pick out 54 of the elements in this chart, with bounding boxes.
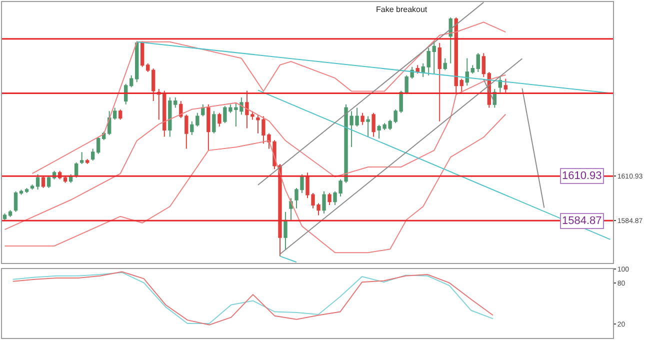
candlestick xyxy=(212,110,216,134)
candlestick xyxy=(476,52,480,72)
candlestick xyxy=(162,90,166,138)
candlestick xyxy=(184,114,188,150)
candlestick xyxy=(96,136,100,154)
candlestick xyxy=(2,213,7,221)
candlestick xyxy=(443,58,447,71)
candlestick xyxy=(135,40,139,83)
candlestick xyxy=(460,78,464,93)
candlestick xyxy=(80,152,84,165)
candlestick xyxy=(218,112,222,128)
candlestick xyxy=(174,97,178,108)
candlestick xyxy=(366,116,370,138)
candlestick xyxy=(432,40,436,74)
candlestick xyxy=(36,174,40,190)
candlestick xyxy=(504,78,508,93)
candlestick xyxy=(470,64,474,74)
candlestick xyxy=(448,16,452,64)
candlestick xyxy=(328,192,332,206)
candlestick xyxy=(146,62,150,72)
candlestick xyxy=(152,68,156,102)
candlestick xyxy=(360,112,364,126)
candlestick xyxy=(14,190,18,212)
candlestick xyxy=(416,64,420,74)
candlestick xyxy=(179,100,183,118)
candlestick xyxy=(63,176,68,184)
candlestick xyxy=(19,189,24,196)
candlestick xyxy=(140,40,144,68)
candlestick xyxy=(112,107,117,120)
line-series xyxy=(32,22,506,174)
candlestick xyxy=(90,148,95,162)
line-series xyxy=(4,114,506,254)
candlestick xyxy=(206,104,210,151)
candlestick xyxy=(372,112,376,138)
candlestick xyxy=(130,74,134,88)
candlestick xyxy=(322,190,326,214)
candlestick xyxy=(85,158,90,165)
candlestick xyxy=(201,104,205,117)
candlestick xyxy=(168,97,172,138)
candlestick xyxy=(41,176,46,188)
candlestick xyxy=(421,62,425,78)
candlestick xyxy=(465,58,469,86)
candlestick xyxy=(8,210,12,218)
candlestick xyxy=(438,42,442,122)
candlestick xyxy=(24,187,29,194)
candlestick xyxy=(284,211,288,250)
candlestick xyxy=(498,76,502,93)
candlestick xyxy=(46,176,51,188)
candlestick xyxy=(30,184,34,190)
annotation: Fake breakout xyxy=(376,5,428,14)
candlestick xyxy=(482,52,486,78)
candlestick xyxy=(426,48,430,76)
line-series xyxy=(4,74,506,230)
candlestick xyxy=(118,108,122,120)
